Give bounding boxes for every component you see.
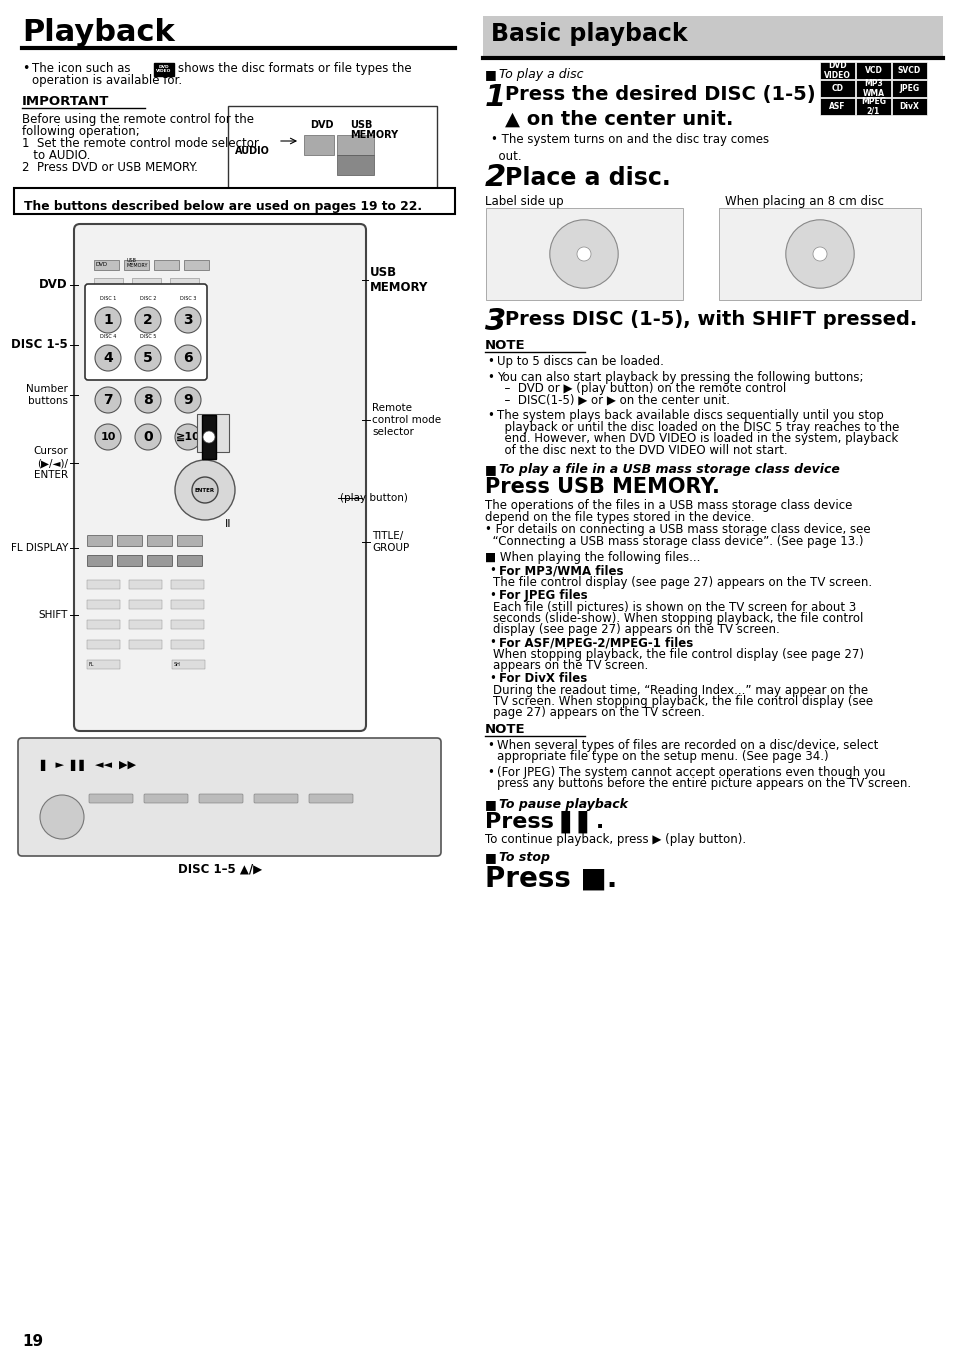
Circle shape — [135, 307, 161, 333]
Text: •: • — [489, 565, 496, 577]
Text: TV screen. When stopping playback, the file control display (see: TV screen. When stopping playback, the f… — [493, 695, 872, 708]
Text: 1  Set the remote control mode selector: 1 Set the remote control mode selector — [22, 137, 258, 150]
FancyBboxPatch shape — [820, 80, 854, 97]
Text: 8: 8 — [143, 393, 152, 408]
Circle shape — [192, 477, 218, 502]
Text: NOTE: NOTE — [484, 723, 525, 737]
FancyBboxPatch shape — [172, 659, 205, 669]
Text: To continue playback, press ▶ (play button).: To continue playback, press ▶ (play butt… — [484, 833, 745, 846]
FancyBboxPatch shape — [148, 535, 172, 547]
FancyBboxPatch shape — [172, 580, 204, 589]
Text: Number
buttons: Number buttons — [26, 385, 68, 406]
Text: FL: FL — [89, 662, 94, 666]
Text: DVD: DVD — [39, 279, 68, 291]
FancyBboxPatch shape — [891, 80, 926, 97]
FancyBboxPatch shape — [18, 738, 440, 856]
FancyBboxPatch shape — [485, 209, 682, 301]
FancyBboxPatch shape — [94, 260, 119, 269]
FancyBboxPatch shape — [125, 260, 150, 269]
Text: appropriate file type on the setup menu. (See page 34.): appropriate file type on the setup menu.… — [497, 750, 828, 764]
Text: following operation;: following operation; — [22, 125, 139, 138]
Text: DISC 3: DISC 3 — [179, 295, 196, 301]
Text: FL DISPLAY: FL DISPLAY — [10, 543, 68, 552]
FancyBboxPatch shape — [172, 620, 204, 628]
Text: To play a file in a USB mass storage class device: To play a file in a USB mass storage cla… — [498, 463, 839, 477]
Text: DISC 5: DISC 5 — [140, 333, 156, 338]
FancyBboxPatch shape — [820, 97, 854, 115]
Text: Press DISC (1-5), with SHIFT pressed.: Press DISC (1-5), with SHIFT pressed. — [504, 310, 916, 329]
Circle shape — [174, 307, 201, 333]
FancyBboxPatch shape — [228, 106, 436, 190]
Text: TITLE/
GROUP: TITLE/ GROUP — [372, 531, 409, 552]
Text: ≧10: ≧10 — [175, 432, 200, 441]
FancyBboxPatch shape — [891, 62, 926, 79]
Text: NOTE: NOTE — [484, 338, 525, 352]
FancyBboxPatch shape — [855, 97, 890, 115]
Text: “Connecting a USB mass storage class device”. (See page 13.): “Connecting a USB mass storage class dev… — [484, 535, 862, 548]
Text: During the readout time, “Reading Index...” may appear on the: During the readout time, “Reading Index.… — [493, 684, 867, 697]
Text: Press ■.: Press ■. — [484, 865, 617, 894]
Text: 2: 2 — [484, 162, 506, 192]
Text: ■: ■ — [484, 68, 497, 81]
FancyBboxPatch shape — [74, 223, 366, 731]
FancyBboxPatch shape — [117, 535, 142, 547]
FancyBboxPatch shape — [304, 135, 334, 154]
Text: To stop: To stop — [498, 852, 550, 864]
Text: shows the disc formats or file types the: shows the disc formats or file types the — [178, 62, 411, 74]
Text: 3: 3 — [183, 313, 193, 328]
Text: For DivX files: For DivX files — [498, 672, 587, 685]
Circle shape — [812, 246, 826, 261]
Circle shape — [135, 345, 161, 371]
Text: AUDIO: AUDIO — [200, 418, 217, 422]
FancyBboxPatch shape — [336, 154, 374, 175]
Text: The buttons described below are used on pages 19 to 22.: The buttons described below are used on … — [24, 200, 421, 213]
FancyBboxPatch shape — [199, 793, 243, 803]
Text: appears on the TV screen.: appears on the TV screen. — [493, 659, 648, 672]
Text: 0: 0 — [143, 431, 152, 444]
Text: The file control display (see page 27) appears on the TV screen.: The file control display (see page 27) a… — [493, 575, 871, 589]
Text: playback or until the disc loaded on the DISC 5 tray reaches to the: playback or until the disc loaded on the… — [497, 421, 899, 433]
Circle shape — [135, 424, 161, 450]
Circle shape — [95, 387, 121, 413]
Text: •: • — [486, 371, 494, 383]
FancyBboxPatch shape — [94, 278, 123, 287]
Circle shape — [203, 431, 214, 443]
Text: (play button): (play button) — [339, 493, 408, 502]
Text: USB: USB — [350, 121, 372, 130]
FancyBboxPatch shape — [891, 97, 926, 115]
Text: depend on the file types stored in the device.: depend on the file types stored in the d… — [484, 510, 754, 524]
FancyBboxPatch shape — [154, 260, 179, 269]
Text: operation is available for.: operation is available for. — [32, 74, 182, 87]
FancyBboxPatch shape — [88, 620, 120, 628]
Text: 19: 19 — [22, 1334, 43, 1349]
Text: IMPORTANT: IMPORTANT — [22, 95, 110, 108]
Text: Press the desired DISC (1-5)
▲ on the center unit.: Press the desired DISC (1-5) ▲ on the ce… — [504, 85, 815, 129]
FancyBboxPatch shape — [130, 639, 162, 649]
FancyBboxPatch shape — [719, 209, 920, 301]
Text: •: • — [486, 766, 494, 779]
Text: • The system turns on and the disc tray comes
  out.: • The system turns on and the disc tray … — [491, 133, 768, 162]
Circle shape — [95, 345, 121, 371]
FancyBboxPatch shape — [184, 260, 210, 269]
FancyBboxPatch shape — [88, 535, 112, 547]
FancyBboxPatch shape — [177, 555, 202, 566]
Text: 1: 1 — [103, 313, 112, 328]
FancyBboxPatch shape — [88, 659, 120, 669]
FancyBboxPatch shape — [196, 414, 229, 452]
Text: Playback: Playback — [22, 18, 174, 47]
Circle shape — [174, 460, 234, 520]
Text: DVD
VIDEO: DVD VIDEO — [156, 65, 172, 73]
Text: For MP3/WMA files: For MP3/WMA files — [498, 565, 623, 577]
FancyBboxPatch shape — [855, 80, 890, 97]
Text: AUDIO: AUDIO — [234, 146, 270, 156]
Text: Press ▌▌.: Press ▌▌. — [484, 811, 603, 834]
Text: of the disc next to the DVD VIDEO will not start.: of the disc next to the DVD VIDEO will n… — [497, 444, 787, 456]
Text: DISC 1–5 ▲/▶: DISC 1–5 ▲/▶ — [178, 862, 262, 875]
Text: to AUDIO.: to AUDIO. — [22, 149, 91, 162]
FancyBboxPatch shape — [336, 135, 374, 154]
Circle shape — [785, 219, 853, 288]
Text: 2: 2 — [143, 313, 152, 328]
FancyBboxPatch shape — [148, 555, 172, 566]
Text: DVD
VIDEO: DVD VIDEO — [823, 61, 850, 80]
Text: DISC 1-5: DISC 1-5 — [11, 338, 68, 352]
